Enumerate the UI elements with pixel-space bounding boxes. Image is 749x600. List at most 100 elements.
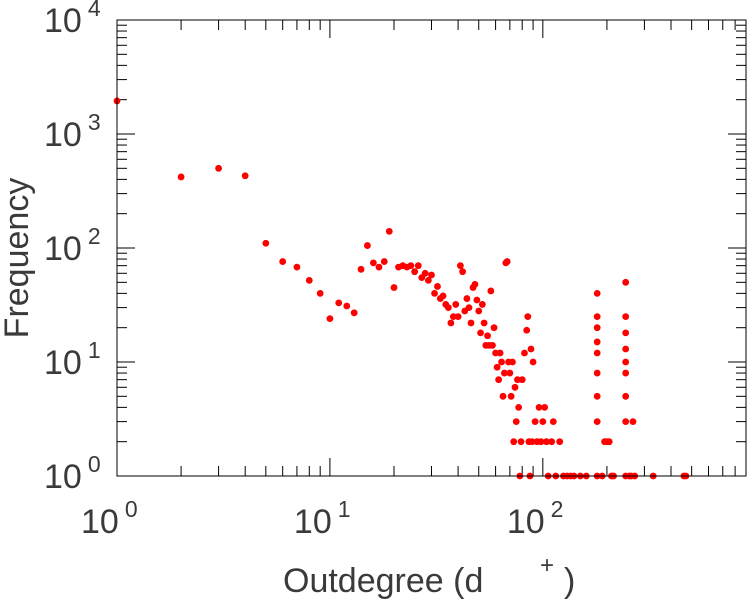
- data-point: [421, 269, 429, 277]
- data-point: [593, 338, 601, 346]
- data-point: [549, 418, 557, 426]
- data-point: [507, 392, 515, 400]
- data-point: [449, 313, 457, 321]
- data-point: [465, 304, 473, 312]
- data-point: [593, 324, 601, 332]
- data-point: [434, 283, 441, 290]
- x-tick-label: 10 2: [507, 496, 564, 541]
- data-point: [364, 242, 371, 249]
- y-tick-label: 10 4: [44, 0, 101, 40]
- data-point: [499, 392, 507, 400]
- data-point: [527, 345, 535, 353]
- data-point: [459, 268, 467, 276]
- data-point: [471, 280, 479, 288]
- data-point: [241, 172, 249, 180]
- data-point: [605, 438, 613, 446]
- data-point: [622, 278, 630, 286]
- data-point: [515, 403, 523, 411]
- data-point: [622, 369, 630, 377]
- data-point: [350, 309, 358, 317]
- plot-frame: [116, 19, 747, 477]
- data-point: [523, 326, 531, 334]
- data-point: [305, 276, 313, 284]
- y-tick-label: 10 0: [44, 451, 101, 496]
- data-point: [375, 263, 383, 271]
- data-point: [593, 418, 601, 426]
- data-point: [622, 392, 630, 400]
- data-point: [521, 349, 528, 357]
- data-point: [503, 258, 511, 265]
- y-axis-title: Frequency: [0, 178, 36, 339]
- x-axis-title-superscript: +: [540, 552, 554, 579]
- data-point: [456, 262, 464, 270]
- data-point: [495, 376, 503, 384]
- y-tick-label: 10 3: [44, 109, 101, 154]
- data-point: [326, 315, 334, 323]
- data-point: [548, 438, 556, 446]
- x-axis-title-close: ): [564, 562, 575, 600]
- data-point: [506, 369, 514, 377]
- data-point: [484, 332, 491, 340]
- x-tick-labels: 10 0 10 1 10 2: [81, 496, 563, 541]
- data-point: [622, 358, 630, 366]
- axis-ticks: [116, 20, 747, 477]
- data-point: [493, 363, 501, 371]
- data-point: [524, 313, 532, 321]
- data-point: [622, 418, 630, 426]
- data-point: [431, 289, 438, 297]
- data-point: [535, 403, 543, 411]
- data-point: [215, 164, 222, 172]
- data-point: [478, 301, 486, 308]
- data-point: [510, 438, 518, 446]
- data-point: [444, 304, 452, 312]
- data-point: [593, 369, 601, 377]
- data-point: [498, 358, 505, 366]
- data-point: [316, 289, 324, 297]
- data-point: [496, 349, 504, 357]
- data-point: [529, 358, 537, 366]
- data-point: [528, 438, 536, 446]
- y-tick-label: 10 2: [44, 223, 101, 268]
- data-point: [501, 369, 508, 377]
- data-point: [262, 239, 270, 247]
- x-axis-title: Outdegree (d + ): [283, 552, 575, 600]
- data-point: [593, 392, 601, 400]
- data-point: [629, 418, 637, 426]
- data-point: [424, 276, 432, 284]
- data-point: [380, 258, 388, 265]
- data-point: [411, 268, 419, 276]
- data-point: [452, 301, 460, 308]
- data-point: [490, 324, 498, 332]
- data-point: [509, 358, 516, 366]
- data-point: [467, 319, 475, 327]
- data-points: [113, 97, 690, 480]
- data-point: [477, 329, 484, 337]
- data-point: [543, 438, 550, 446]
- data-point: [357, 265, 365, 273]
- data-point: [556, 438, 564, 446]
- data-point: [487, 287, 495, 295]
- data-point: [407, 262, 415, 270]
- data-point: [447, 319, 455, 327]
- data-point: [414, 262, 422, 270]
- y-tick-label: 10 1: [44, 337, 101, 382]
- data-point: [593, 349, 601, 357]
- data-point: [473, 296, 481, 304]
- data-point: [293, 263, 301, 271]
- data-point: [475, 307, 483, 315]
- data-point: [531, 418, 539, 426]
- data-point: [428, 271, 435, 279]
- data-point: [489, 341, 496, 349]
- x-axis-title-main: Outdegree (d: [283, 562, 483, 600]
- data-point: [593, 313, 601, 321]
- data-point: [593, 289, 601, 297]
- data-point: [541, 403, 549, 411]
- data-point: [390, 284, 398, 291]
- data-point: [454, 313, 462, 321]
- data-point: [511, 383, 519, 391]
- x-tick-label: 10 0: [81, 496, 138, 541]
- data-point: [385, 227, 393, 235]
- data-point: [539, 418, 547, 426]
